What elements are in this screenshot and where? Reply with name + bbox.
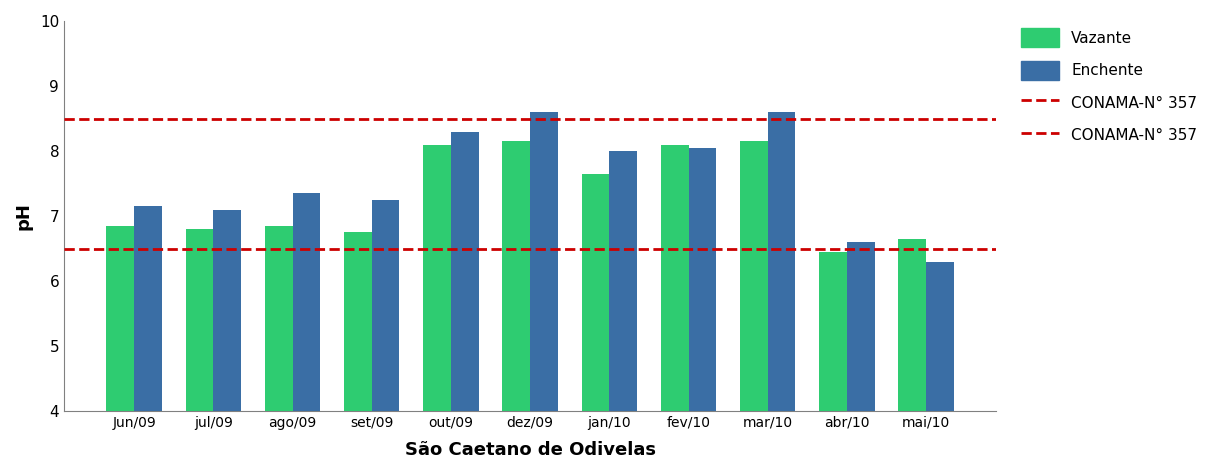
- Bar: [661, 145, 688, 411]
- Bar: [898, 239, 926, 411]
- Bar: [767, 112, 795, 411]
- Bar: [847, 242, 875, 411]
- Bar: [741, 141, 767, 411]
- Bar: [582, 174, 609, 411]
- Bar: [106, 226, 134, 411]
- X-axis label: São Caetano de Odivelas: São Caetano de Odivelas: [405, 441, 655, 459]
- Bar: [185, 229, 214, 411]
- Bar: [344, 232, 372, 411]
- Bar: [531, 112, 558, 411]
- Bar: [214, 210, 242, 411]
- Bar: [293, 193, 321, 411]
- Bar: [134, 206, 162, 411]
- Bar: [688, 148, 716, 411]
- Bar: [503, 141, 531, 411]
- Legend: Vazante, Enchente, CONAMA-N° 357, CONAMA-N° 357: Vazante, Enchente, CONAMA-N° 357, CONAMA…: [1013, 21, 1205, 152]
- Bar: [372, 200, 399, 411]
- Bar: [819, 252, 847, 411]
- Bar: [609, 151, 637, 411]
- Bar: [926, 262, 954, 411]
- Bar: [265, 226, 293, 411]
- Y-axis label: pH: pH: [15, 202, 33, 230]
- Bar: [451, 131, 478, 411]
- Bar: [423, 145, 451, 411]
